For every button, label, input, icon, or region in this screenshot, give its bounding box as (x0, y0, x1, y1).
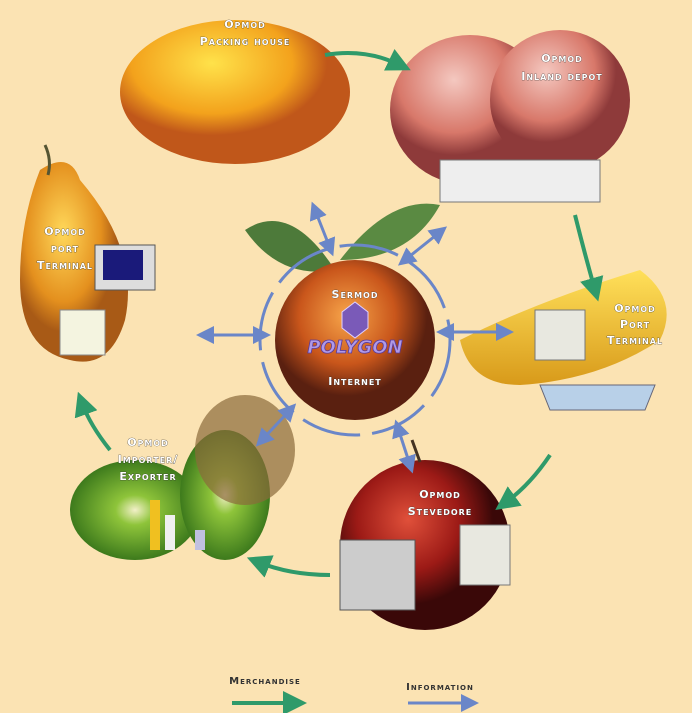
merch-arrow (82, 403, 110, 450)
chart-bar (150, 500, 160, 550)
node-label: Opmod (419, 488, 461, 501)
diagram: Opmod Packing house Opmod Inland depot O… (0, 0, 692, 713)
peach (490, 30, 630, 170)
pallet (460, 525, 510, 585)
center-title: Sermod (332, 288, 379, 301)
node-label: Opmod (614, 302, 656, 315)
merch-arrow (505, 455, 550, 503)
center-logo: POLYGON (307, 337, 402, 358)
document (60, 310, 105, 355)
chart-bar (195, 530, 205, 550)
pallet (535, 310, 585, 360)
legend-label: Merchandise (229, 676, 301, 687)
screen (103, 250, 143, 280)
kiwi-skin (195, 395, 295, 505)
node-label: Port (620, 318, 650, 331)
stem (412, 440, 420, 462)
merch-arrow (575, 215, 595, 290)
chart-bar (165, 515, 175, 550)
node-label: Inland depot (521, 70, 602, 83)
node-label: Packing house (200, 35, 291, 48)
node-label: Terminal (37, 259, 93, 272)
node-label: Opmod (127, 436, 169, 449)
node-label: Opmod (541, 52, 583, 65)
node-label: Exporter (119, 470, 176, 483)
node-label: Terminal (607, 334, 663, 347)
info-arrow (315, 210, 330, 248)
ship (540, 385, 655, 410)
node-label: port (51, 242, 79, 255)
node-label: Opmod (44, 225, 86, 238)
crane (340, 540, 415, 610)
truck (440, 160, 600, 202)
node-label: Importer/ (118, 453, 179, 466)
node-label: Stevedore (408, 505, 473, 518)
node-label: Opmod (224, 18, 266, 31)
center-subtitle: Internet (328, 375, 382, 388)
legend-label: Information (406, 682, 474, 693)
info-arrow (398, 428, 410, 465)
merch-arrow (258, 562, 330, 575)
